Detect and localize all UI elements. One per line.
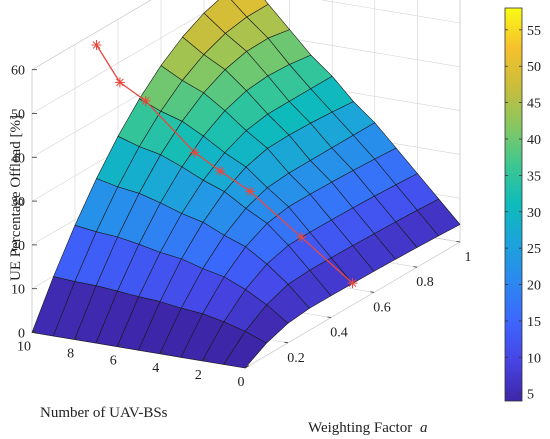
colorbar-tick-label: 45 bbox=[527, 97, 541, 112]
z-tick-label: 40 bbox=[11, 151, 25, 166]
x-tick-label: 10 bbox=[17, 340, 31, 355]
colorbar-tick-label: 5 bbox=[527, 388, 534, 403]
marker-stroke bbox=[141, 97, 150, 105]
x-tick-label: 8 bbox=[67, 347, 74, 362]
marker-stroke bbox=[348, 279, 357, 287]
optimal-path-marker bbox=[245, 186, 256, 197]
x-tick-mark bbox=[159, 351, 165, 355]
colorbar-tick-label: 50 bbox=[527, 60, 541, 75]
y-axis-label-text: Weighting Factor bbox=[308, 420, 412, 436]
y-tick-label: 0.8 bbox=[416, 275, 434, 290]
colorbar-tick-label: 15 bbox=[527, 315, 541, 330]
optimal-path-marker bbox=[114, 77, 125, 88]
x-tick-mark bbox=[116, 343, 122, 348]
colorbar-tick-label: 20 bbox=[527, 279, 541, 294]
optimal-path-marker bbox=[296, 232, 307, 243]
y-tick-mark bbox=[327, 316, 332, 318]
z-tick-label: 30 bbox=[11, 195, 25, 210]
grid-line bbox=[31, 0, 461, 114]
y-axis-label: Weighting Factor a bbox=[308, 420, 427, 436]
colorbar-gradient bbox=[504, 7, 523, 402]
z-tick-label: 20 bbox=[11, 239, 25, 254]
surface-mesh bbox=[31, 0, 461, 369]
marker-stroke bbox=[116, 78, 124, 87]
x-tick-label: 4 bbox=[152, 361, 159, 376]
colorbar-tick-label: 30 bbox=[527, 206, 541, 221]
colorbar-tick-label: 55 bbox=[527, 24, 541, 39]
marker-stroke bbox=[246, 187, 254, 196]
y-axis-label-italic: a bbox=[420, 420, 428, 436]
x-tick-label: 6 bbox=[110, 354, 117, 369]
colorbar-tick-label: 25 bbox=[527, 242, 541, 257]
surface-patch bbox=[223, 331, 267, 369]
y-tick-label: 0.6 bbox=[373, 300, 391, 315]
y-tick-mark bbox=[284, 341, 289, 344]
y-tick-mark bbox=[370, 291, 375, 293]
y-tick-label: 1 bbox=[465, 250, 472, 265]
marker-stroke bbox=[297, 233, 306, 242]
colorbar: 5 10 15 20 25 30 35 40 45 50 55 bbox=[504, 7, 541, 403]
marker-stroke bbox=[92, 41, 101, 49]
marker-stroke bbox=[216, 167, 225, 175]
grid-line bbox=[31, 0, 152, 70]
optimal-path bbox=[91, 40, 358, 289]
z-tick-label: 0 bbox=[18, 327, 25, 342]
colorbar-tick-label: 35 bbox=[527, 169, 541, 184]
optimal-path-marker bbox=[189, 147, 200, 158]
optimal-path-marker bbox=[140, 95, 151, 106]
x-axis-label: Number of UAV-BSs bbox=[40, 405, 168, 421]
y-tick-mark bbox=[413, 266, 418, 268]
z-tick-label: 10 bbox=[11, 283, 25, 298]
y-tick-label: 0.4 bbox=[330, 326, 348, 341]
x-tick-label: 0 bbox=[238, 375, 245, 390]
z-axis-label: UE Percentage Offload [%] bbox=[8, 115, 24, 281]
x-tick-mark bbox=[31, 329, 37, 333]
y-tick-label: 0.2 bbox=[287, 351, 305, 366]
colorbar-tick-label: 10 bbox=[527, 351, 541, 366]
z-tick-label: 60 bbox=[11, 64, 25, 79]
x-tick-mark bbox=[244, 365, 250, 369]
colorbar-ticks: 5 10 15 20 25 30 35 40 45 50 55 bbox=[505, 24, 541, 403]
colorbar-tick-label: 40 bbox=[527, 133, 541, 148]
y-tick-mark bbox=[456, 241, 461, 243]
optimal-path-marker bbox=[347, 278, 358, 289]
x-tick-mark bbox=[74, 336, 79, 340]
optimal-path-marker bbox=[215, 166, 226, 176]
x-tick-label: 2 bbox=[195, 368, 202, 383]
optimal-path-marker bbox=[91, 40, 102, 50]
x-tick-mark bbox=[202, 358, 207, 362]
optimal-path-line bbox=[95, 44, 353, 284]
z-tick-label: 50 bbox=[11, 108, 25, 123]
marker-stroke bbox=[190, 148, 199, 157]
